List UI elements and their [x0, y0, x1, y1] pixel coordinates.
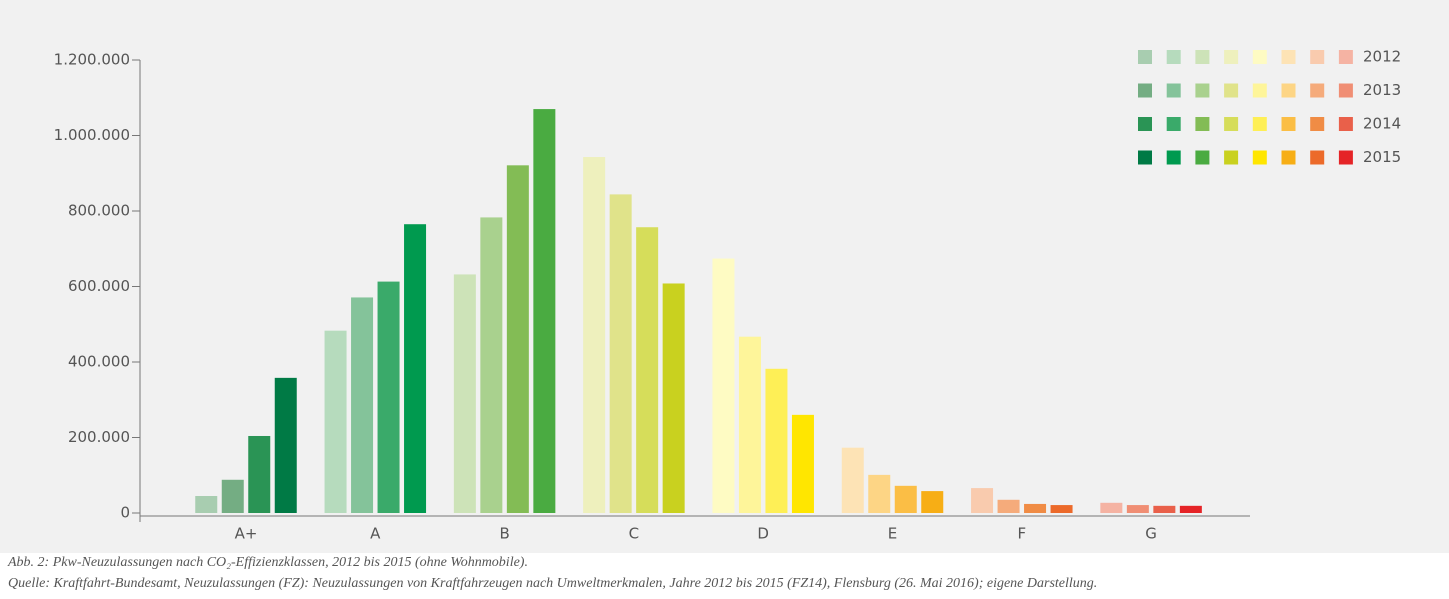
legend-label: 2012 [1363, 48, 1401, 66]
bar [453, 274, 476, 513]
legend-swatch [1166, 117, 1181, 131]
bar [738, 336, 761, 513]
bar [274, 377, 297, 513]
legend-swatch [1195, 117, 1210, 131]
bar [480, 217, 503, 514]
y-tick-label: 1.000.000 [54, 126, 130, 144]
x-tick-label: G [1145, 525, 1157, 543]
bar [583, 157, 606, 513]
x-tick-label: A+ [235, 525, 258, 543]
bar [324, 330, 347, 513]
x-tick-label: D [757, 525, 769, 543]
legend-swatch [1281, 150, 1296, 165]
source: Quelle: Kraftfahrt-Bundesamt, Neuzulassu… [8, 576, 1098, 591]
y-tick-label: 800.000 [68, 202, 130, 220]
legend-swatch [1310, 150, 1325, 165]
bar [1153, 505, 1176, 513]
legend-swatch [1338, 50, 1353, 64]
y-tick-label: 200.000 [68, 428, 130, 446]
x-tick-label: F [1017, 525, 1026, 543]
legend-swatch [1338, 83, 1353, 98]
legend-swatch [1252, 117, 1267, 131]
bar [971, 488, 994, 513]
caption: Abb. 2: Pkw-Neuzulassungen nach CO₂-Effi… [8, 555, 528, 570]
legend-swatch [1138, 50, 1152, 64]
legend-swatch [1224, 83, 1239, 98]
bar [404, 224, 427, 513]
legend-swatch [1195, 83, 1210, 98]
y-tick-label: 400.000 [68, 353, 130, 371]
bar [765, 368, 788, 513]
legend-swatch [1138, 150, 1152, 165]
y-tick-label: 600.000 [68, 277, 130, 295]
bar [841, 447, 864, 513]
bar [1050, 505, 1073, 513]
legend-swatch [1310, 83, 1325, 98]
legend-label: 2013 [1363, 81, 1401, 99]
legend-swatch [1281, 83, 1296, 98]
bar [1100, 502, 1123, 513]
bar [533, 109, 556, 513]
legend-label: 2014 [1363, 115, 1401, 133]
legend-swatch [1252, 150, 1267, 165]
legend-swatch [1281, 50, 1296, 64]
legend-swatch [1138, 117, 1152, 131]
legend-swatch [1138, 83, 1152, 98]
bar [506, 165, 529, 513]
bar [791, 414, 814, 513]
legend-swatch [1252, 50, 1267, 64]
y-tick-label: 1.200.000 [54, 51, 130, 69]
bar [195, 496, 218, 513]
legend-swatch [1252, 83, 1267, 98]
bar [894, 485, 917, 513]
legend-swatch [1281, 117, 1296, 131]
legend-label: 2015 [1363, 148, 1401, 166]
bar [248, 435, 271, 513]
bar [1179, 505, 1202, 513]
legend-swatch [1195, 50, 1210, 64]
bar [868, 474, 891, 513]
legend-swatch [1166, 150, 1181, 165]
legend-swatch [1166, 83, 1181, 98]
bar [221, 479, 244, 513]
bar [997, 499, 1020, 513]
legend-swatch [1338, 150, 1353, 165]
chart: 0 200.000 400.000 600.000 800.000 1.000.000 1.… [0, 0, 1449, 553]
x-tick-label: A [370, 525, 381, 543]
x-tick-label: B [499, 525, 509, 543]
bar [712, 258, 735, 513]
bar [1126, 505, 1149, 513]
y-tick-label: 0 [120, 504, 130, 522]
legend-swatch [1310, 117, 1325, 131]
legend-swatch [1224, 117, 1239, 131]
legend-swatch [1224, 50, 1239, 64]
bar [609, 194, 632, 513]
bar [921, 491, 944, 513]
legend-swatch [1224, 150, 1239, 165]
x-tick-label: E [888, 525, 897, 543]
bar [636, 227, 659, 514]
bar [351, 297, 374, 513]
bar [377, 281, 400, 513]
legend-swatch [1338, 117, 1353, 131]
x-tick-label: C [629, 525, 639, 543]
bar [1024, 503, 1047, 513]
legend-swatch [1310, 50, 1325, 64]
legend-swatch [1195, 150, 1210, 165]
bar [662, 283, 685, 513]
legend-swatch [1166, 50, 1181, 64]
